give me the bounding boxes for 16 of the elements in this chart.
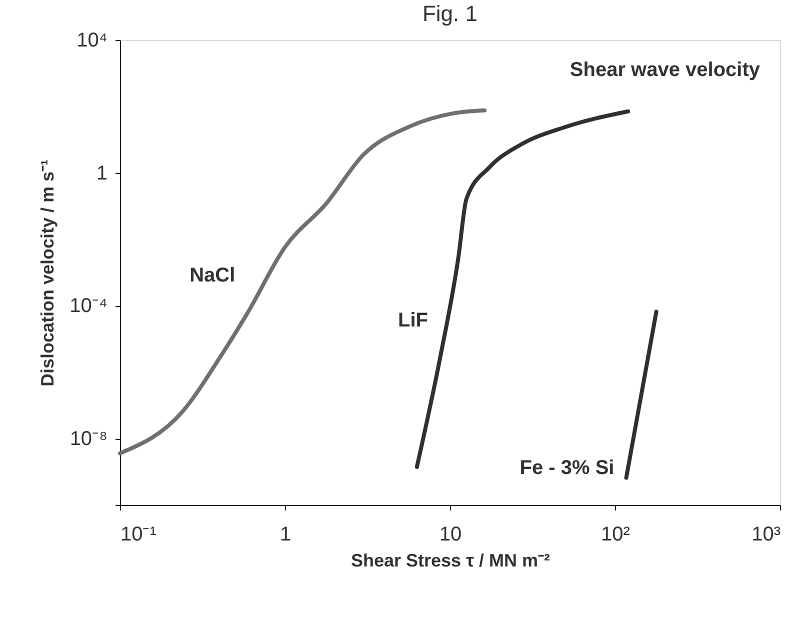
- series-label: NaCl: [190, 264, 236, 287]
- y-tick-label: 1: [96, 162, 108, 184]
- x-tick-label: 10³: [752, 524, 781, 546]
- x-axis-title: Shear Stress τ / MN m⁻²: [350, 550, 550, 570]
- x-tick-label: 10²: [601, 524, 630, 546]
- chart-title: Fig. 1: [422, 1, 478, 26]
- x-tick-label: 10: [439, 524, 462, 546]
- x-tick-label: 1: [280, 524, 292, 546]
- y-tick-label: 10⁴: [76, 30, 108, 52]
- x-tick-label: 10⁻¹: [120, 524, 157, 546]
- annotation: Shear wave velocity: [570, 59, 761, 81]
- series-label: Fe - 3% Si: [520, 456, 614, 479]
- series-label: LiF: [398, 309, 428, 332]
- y-axis-title: Dislocation velocity / m s⁻¹: [38, 159, 58, 387]
- y-tick-label: 10⁻⁴: [70, 295, 108, 318]
- y-tick-label: 10⁻⁸: [70, 428, 108, 450]
